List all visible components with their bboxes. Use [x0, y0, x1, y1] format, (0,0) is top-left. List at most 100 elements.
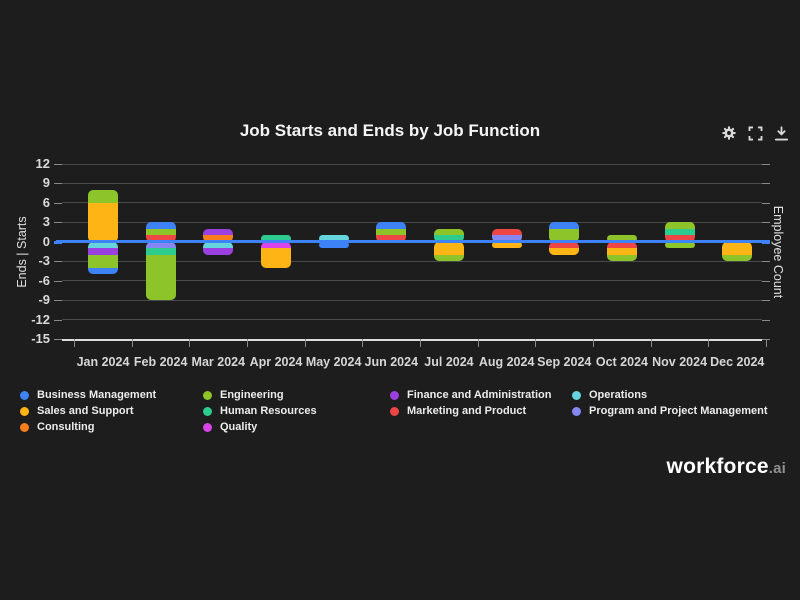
- bar-segment[interactable]: [88, 202, 118, 242]
- bar-ends-stack[interactable]: [722, 241, 753, 262]
- bar-starts-stack[interactable]: [606, 235, 637, 242]
- bar-segment[interactable]: [260, 235, 291, 242]
- bar-segment[interactable]: [433, 254, 464, 262]
- bar-ends-stack[interactable]: [145, 241, 176, 301]
- bar-ends-stack[interactable]: [549, 241, 580, 255]
- bar-segment[interactable]: [203, 228, 234, 236]
- bar-starts-stack[interactable]: [88, 189, 118, 242]
- bar-ends-stack[interactable]: [203, 241, 234, 255]
- bar-starts-stack[interactable]: [318, 235, 349, 242]
- bar-segment[interactable]: [88, 248, 118, 255]
- bar-ends-stack[interactable]: [318, 241, 349, 249]
- bar-starts-stack[interactable]: [664, 222, 695, 242]
- legend-item[interactable]: Marketing and Product: [390, 405, 551, 417]
- bar-starts-stack[interactable]: [491, 228, 522, 242]
- bar-segment[interactable]: [606, 254, 637, 262]
- download-icon[interactable]: [773, 125, 790, 142]
- bar-segment[interactable]: [491, 241, 522, 249]
- bar-segment[interactable]: [664, 222, 695, 229]
- bar-segment[interactable]: [203, 241, 234, 249]
- legend-item[interactable]: Sales and Support: [20, 405, 156, 417]
- bar-segment[interactable]: [260, 241, 291, 249]
- bar-segment[interactable]: [318, 241, 349, 249]
- legend-item[interactable]: Operations: [572, 389, 768, 401]
- y-tick-mark: [762, 280, 770, 282]
- bar-segment[interactable]: [549, 248, 580, 255]
- fullscreen-icon[interactable]: [747, 125, 764, 142]
- legend-swatch-icon: [390, 390, 399, 400]
- bar-segment[interactable]: [145, 254, 176, 301]
- y-tick-mark: [54, 164, 62, 165]
- bar-segment[interactable]: [664, 235, 695, 242]
- bar-segment[interactable]: [664, 241, 695, 249]
- bar-starts-stack[interactable]: [376, 222, 407, 242]
- bar-segment[interactable]: [549, 228, 580, 242]
- bar-segment[interactable]: [722, 254, 753, 262]
- bar-segment[interactable]: [433, 235, 464, 242]
- bar-segment[interactable]: [549, 222, 580, 229]
- legend-column: Engineering Human Resources Quality: [203, 389, 317, 433]
- bar-segment[interactable]: [491, 235, 522, 242]
- x-tick-label: May 2024: [305, 355, 362, 369]
- y-tick-mark: [54, 183, 62, 185]
- bar-segment[interactable]: [145, 222, 176, 229]
- gridline: [62, 163, 762, 165]
- legend-item[interactable]: Engineering: [203, 389, 317, 401]
- bar-ends-stack[interactable]: [260, 241, 291, 268]
- legend-item[interactable]: Quality: [203, 421, 317, 433]
- bar-segment[interactable]: [88, 267, 118, 275]
- bar-segment[interactable]: [606, 235, 637, 242]
- bar-starts-stack[interactable]: [433, 228, 464, 242]
- y-tick-mark: [54, 280, 62, 282]
- bar-segment[interactable]: [606, 241, 637, 249]
- bar-segment[interactable]: [203, 235, 234, 242]
- legend-item-label: Human Resources: [220, 405, 317, 417]
- bar-segment[interactable]: [145, 241, 176, 249]
- bar-starts-stack[interactable]: [203, 228, 234, 242]
- legend-column: Finance and Administration Marketing and …: [390, 389, 551, 417]
- bar-segment[interactable]: [664, 228, 695, 236]
- legend-item[interactable]: Consulting: [20, 421, 156, 433]
- legend-item-label: Engineering: [220, 389, 284, 401]
- bar-starts-stack[interactable]: [549, 222, 580, 242]
- legend-item[interactable]: Business Management: [20, 389, 156, 401]
- bar-segment[interactable]: [145, 228, 176, 236]
- y-tick-mark: [54, 261, 62, 263]
- bar-segment[interactable]: [88, 241, 118, 249]
- legend-item[interactable]: Human Resources: [203, 405, 317, 417]
- bar-segment[interactable]: [318, 235, 349, 242]
- bar-segment[interactable]: [260, 248, 291, 268]
- bar-segment[interactable]: [88, 189, 118, 203]
- bar-ends-stack[interactable]: [491, 241, 522, 249]
- legend-item[interactable]: Program and Project Management: [572, 405, 768, 417]
- x-tick-mark: [74, 339, 76, 347]
- bar-segment[interactable]: [606, 248, 637, 255]
- bar-ends-stack[interactable]: [433, 241, 464, 262]
- bar-ends-stack[interactable]: [88, 241, 118, 275]
- y-tick-mark: [54, 202, 62, 204]
- bar-segment[interactable]: [376, 228, 407, 236]
- zero-line: [56, 240, 770, 244]
- gridline: [62, 319, 762, 321]
- bar-segment[interactable]: [433, 241, 464, 255]
- legend-item[interactable]: Finance and Administration: [390, 389, 551, 401]
- bar-segment[interactable]: [722, 241, 753, 255]
- bar-segment[interactable]: [491, 228, 522, 236]
- bar-ends-stack[interactable]: [606, 241, 637, 262]
- bar-segment[interactable]: [376, 235, 407, 242]
- x-tick-label: Jan 2024: [76, 355, 130, 369]
- bar-segment[interactable]: [376, 222, 407, 229]
- bar-segment[interactable]: [88, 254, 118, 268]
- bar-segment[interactable]: [433, 228, 464, 236]
- bar-ends-stack[interactable]: [664, 241, 695, 249]
- bar-segment[interactable]: [145, 248, 176, 255]
- settings-icon[interactable]: [720, 124, 738, 142]
- x-tick-label: Oct 2024: [595, 355, 648, 369]
- bar-segment[interactable]: [145, 235, 176, 242]
- bar-starts-stack[interactable]: [260, 235, 291, 242]
- bar-segment[interactable]: [549, 241, 580, 249]
- bar-segment[interactable]: [203, 248, 234, 255]
- gridline: [62, 280, 762, 282]
- bar-starts-stack[interactable]: [145, 222, 176, 242]
